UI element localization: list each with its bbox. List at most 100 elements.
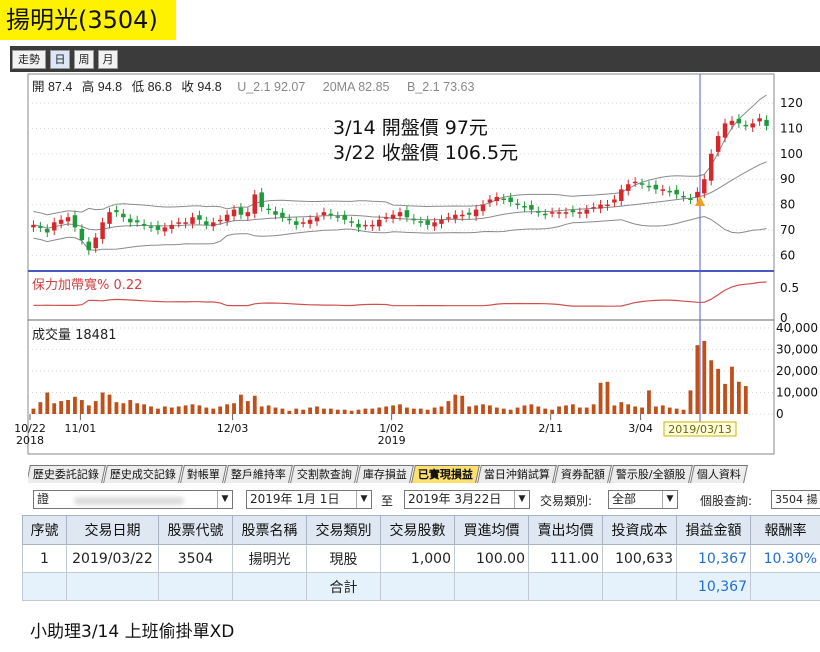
volume-tick-label: 10,000 xyxy=(776,386,818,400)
col-header[interactable]: 交易股數 xyxy=(380,515,455,545)
cursor-date: 2019/03/13 xyxy=(668,423,731,436)
volume-bar xyxy=(709,360,714,414)
cell-code: 3504 xyxy=(158,544,233,573)
volume-bar xyxy=(716,368,721,414)
tab-personal-info[interactable]: 個人資料 xyxy=(689,465,748,483)
candle-body xyxy=(453,214,458,219)
tab-maintenance-ratio[interactable]: 整戶維持率 xyxy=(224,465,293,483)
caption-text: 小助理3/14 上班偷掛單XD xyxy=(30,622,235,642)
cursor-date-box xyxy=(663,421,737,437)
candle-body xyxy=(370,224,375,227)
date-tick-label: 1/02 xyxy=(379,422,404,435)
bandwidth-tick-label: 0.5 xyxy=(780,281,799,295)
tab-trade-history[interactable]: 歷史成交記錄 xyxy=(103,465,183,483)
volume-bar xyxy=(591,404,596,414)
candle-body xyxy=(314,217,320,222)
volume-bar xyxy=(432,407,437,414)
candle-body xyxy=(584,209,589,214)
col-header[interactable]: 損益金額 xyxy=(676,515,751,545)
volume-bar xyxy=(743,386,748,414)
table-row[interactable]: 1 2019/03/22 3504 揚明光 現股 1,000 100.00 11… xyxy=(22,544,820,573)
period-tab-month[interactable]: 月 xyxy=(98,50,118,69)
volume-bar xyxy=(474,405,478,414)
volume-bar xyxy=(149,406,153,414)
col-header[interactable]: 買進均價 xyxy=(454,515,529,545)
tab-statement[interactable]: 對帳單 xyxy=(180,465,227,483)
volume-bar xyxy=(86,405,91,414)
candle-body xyxy=(259,192,264,208)
candle-body xyxy=(238,207,244,215)
volume-bar xyxy=(557,406,561,414)
cell-name: 揚明光 xyxy=(232,544,307,573)
stock-query-input[interactable]: 3504 揚明 xyxy=(771,490,820,509)
table-total-row: 合計 10,367 xyxy=(22,572,820,601)
volume-bar xyxy=(605,381,610,414)
date-to-picker[interactable]: 2019年 3月22日 ▼ xyxy=(404,490,530,509)
candle-body xyxy=(646,185,652,188)
period-tab-intraday[interactable]: 走勢 xyxy=(12,50,46,69)
period-tab-week[interactable]: 周 xyxy=(74,50,94,69)
col-header[interactable]: 賣出均價 xyxy=(528,515,603,545)
date-tick-year: 2018 xyxy=(16,434,44,447)
tab-alert-stocks[interactable]: 警示股/全額股 xyxy=(609,465,693,483)
trade-type-select[interactable]: 全部 ▼ xyxy=(608,490,678,509)
col-header[interactable]: 股票代號 xyxy=(158,515,233,545)
volume-bar xyxy=(619,402,624,414)
volume-bar xyxy=(259,406,264,414)
candle-body xyxy=(660,189,666,191)
volume-label: 成交量 18481 xyxy=(32,327,117,343)
candle-body xyxy=(494,196,500,202)
candle-body xyxy=(51,222,57,231)
ohlc-upper-band: U_2.1 92.07 xyxy=(237,80,305,94)
volume-bar xyxy=(239,394,243,414)
candle-body xyxy=(702,179,707,194)
col-header[interactable]: 投資成本 xyxy=(602,515,677,545)
tab-realized-pnl[interactable]: 已實現損益 xyxy=(411,465,480,483)
volume-bar xyxy=(349,410,354,414)
annotation-close-price: 3/22 收盤價 106.5元 xyxy=(333,142,518,164)
volume-tick-label: 30,000 xyxy=(776,343,818,357)
realized-pnl-panel: 歷史委託記錄 歷史成交記錄 對帳單 整戶維持率 交割款查詢 庫存損益 已實現損益 當日沖銷試算… xyxy=(0,460,820,608)
annotation-open-price: 3/14 開盤價 97元 xyxy=(333,117,488,139)
date-from-picker[interactable]: 2019年 1月 1日 ▼ xyxy=(246,490,372,509)
tab-margin-quota[interactable]: 資券配額 xyxy=(554,465,612,483)
y-axis-labels: 120110100908070600.5040,00030,00020,0001… xyxy=(776,96,818,421)
candle-body xyxy=(294,221,299,225)
volume-bar xyxy=(570,404,575,414)
col-header[interactable]: 股票名稱 xyxy=(232,515,307,545)
ohlc-ma20: 20MA 82.85 xyxy=(323,80,390,94)
candle-body xyxy=(377,219,382,227)
volume-bars xyxy=(31,340,748,414)
tab-settlement[interactable]: 交割款查詢 xyxy=(290,465,359,483)
candle-body xyxy=(432,222,437,227)
volume-bar xyxy=(522,405,527,414)
candle-body xyxy=(750,123,755,128)
candle-body xyxy=(708,153,714,181)
col-header[interactable]: 交易日期 xyxy=(66,515,159,545)
volume-bar xyxy=(681,409,686,414)
tab-inventory-pnl[interactable]: 庫存損益 xyxy=(356,465,414,483)
col-header[interactable]: 序號 xyxy=(22,515,67,545)
candle-body xyxy=(743,124,749,127)
candle-body xyxy=(72,215,78,228)
account-select[interactable]: 證 ▼ xyxy=(33,490,233,509)
tab-order-history[interactable]: 歷史委託記錄 xyxy=(28,465,106,483)
tab-daytrade-calc[interactable]: 當日沖銷試算 xyxy=(477,465,557,483)
candle-body xyxy=(529,205,534,210)
period-tab-day[interactable]: 日 xyxy=(50,50,70,69)
candle-body xyxy=(439,219,444,224)
volume-bar xyxy=(660,405,665,414)
stock-chart[interactable]: 開 87.4 高 94.8 低 86.8 收 94.8 U_2.1 92.07 … xyxy=(10,46,820,460)
volume-bar xyxy=(197,405,202,414)
cursor-marker-icon xyxy=(695,196,705,206)
col-header[interactable]: 交易類別 xyxy=(306,515,381,545)
volume-bar xyxy=(508,409,513,414)
volume-bar xyxy=(674,408,679,414)
candle-body xyxy=(86,241,92,251)
volume-bar xyxy=(45,392,50,414)
volume-bar xyxy=(418,408,423,414)
candle-body xyxy=(715,136,721,152)
candle-body xyxy=(653,184,659,190)
col-header[interactable]: 報酬率 xyxy=(750,515,820,545)
volume-bar xyxy=(640,407,644,414)
